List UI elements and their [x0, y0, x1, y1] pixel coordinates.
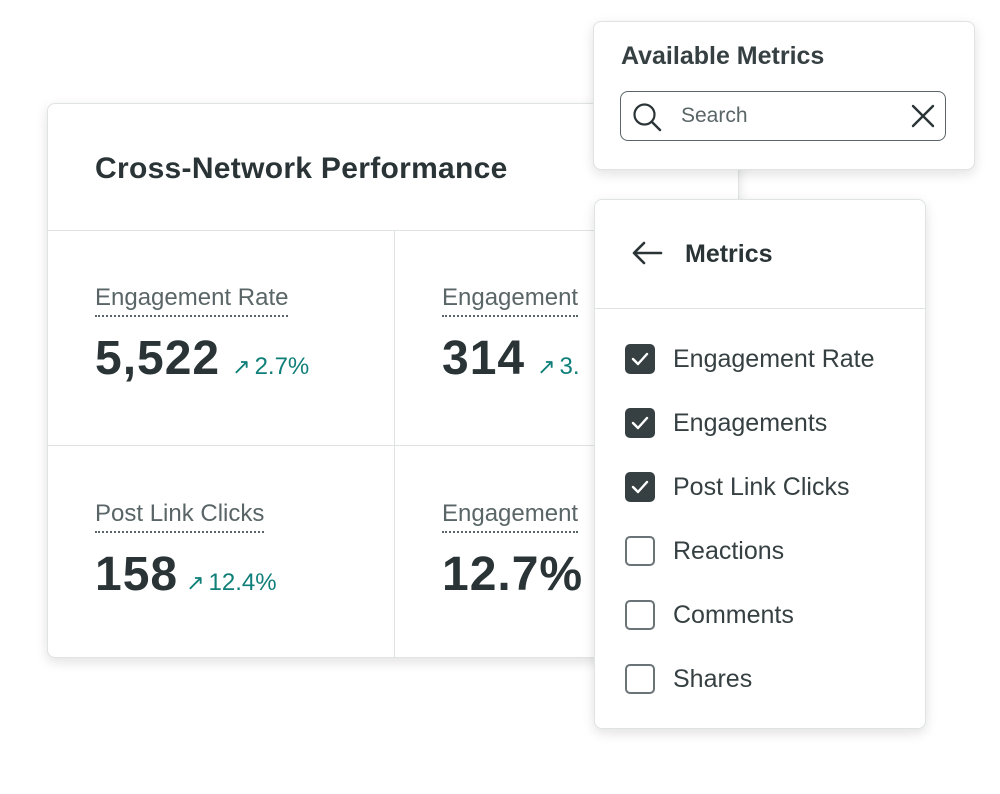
option-label: Engagement Rate: [673, 344, 875, 373]
search-box: [620, 91, 946, 141]
checkbox[interactable]: [625, 472, 655, 502]
option-label: Engagements: [673, 408, 828, 437]
metric-label[interactable]: Post Link Clicks: [95, 500, 265, 533]
divider: [48, 230, 738, 231]
metric-cell: Engagement 12.7%: [442, 500, 583, 602]
checkbox[interactable]: [625, 408, 655, 438]
trend-up-icon: ↗: [537, 354, 556, 379]
checkmark-icon: [631, 480, 649, 494]
metric-option[interactable]: Engagements: [625, 406, 827, 440]
metric-option[interactable]: Reactions: [625, 534, 784, 568]
metric-option[interactable]: Comments: [625, 598, 794, 632]
metric-label[interactable]: Engagement Rate: [95, 284, 289, 317]
metric-delta: 12.4%: [208, 569, 277, 596]
checkmark-icon: [631, 352, 649, 366]
search-icon: [633, 103, 662, 132]
metric-option[interactable]: Post Link Clicks: [625, 470, 849, 504]
metric-value: 12.7%: [442, 548, 584, 601]
panel-title: Available Metrics: [621, 42, 825, 70]
checkbox[interactable]: [625, 600, 655, 630]
metric-cell: Post Link Clicks 158 ↗ 12.4%: [95, 500, 277, 602]
checkbox[interactable]: [625, 664, 655, 694]
clear-search-icon[interactable]: [911, 104, 935, 128]
metric-option[interactable]: Shares: [625, 662, 752, 696]
divider: [48, 445, 738, 446]
metric-delta: 3.: [559, 353, 580, 380]
metric-value: 5,522: [95, 332, 221, 385]
search-input[interactable]: [679, 102, 903, 130]
metric-cell: Engagement Rate 5,522 ↗ 2.7%: [95, 284, 309, 386]
metric-value: 314: [442, 332, 526, 385]
option-label: Comments: [673, 600, 794, 629]
card-title: Cross-Network Performance: [95, 152, 508, 185]
metric-label[interactable]: Engagement: [442, 284, 579, 317]
trend-up-icon: ↗: [232, 354, 251, 379]
available-metrics-panel: Available Metrics: [593, 21, 975, 170]
option-label: Shares: [673, 664, 753, 693]
back-arrow-icon[interactable]: [631, 238, 663, 268]
divider: [394, 230, 395, 657]
checkbox[interactable]: [625, 344, 655, 374]
metric-label[interactable]: Engagement: [442, 500, 579, 533]
trend-up-icon: ↗: [186, 570, 205, 595]
metric-option[interactable]: Engagement Rate: [625, 342, 875, 376]
metrics-dropdown: Metrics Engagement Rate Engagements Post L…: [594, 199, 926, 729]
metric-delta: 2.7%: [254, 353, 310, 380]
dropdown-title: Metrics: [685, 240, 773, 268]
metric-cell: Engagement 314 ↗ 3.: [442, 284, 580, 386]
option-label: Reactions: [673, 536, 785, 565]
checkbox[interactable]: [625, 536, 655, 566]
option-label: Post Link Clicks: [673, 472, 850, 501]
metric-value: 158: [95, 548, 179, 601]
checkmark-icon: [631, 416, 649, 430]
